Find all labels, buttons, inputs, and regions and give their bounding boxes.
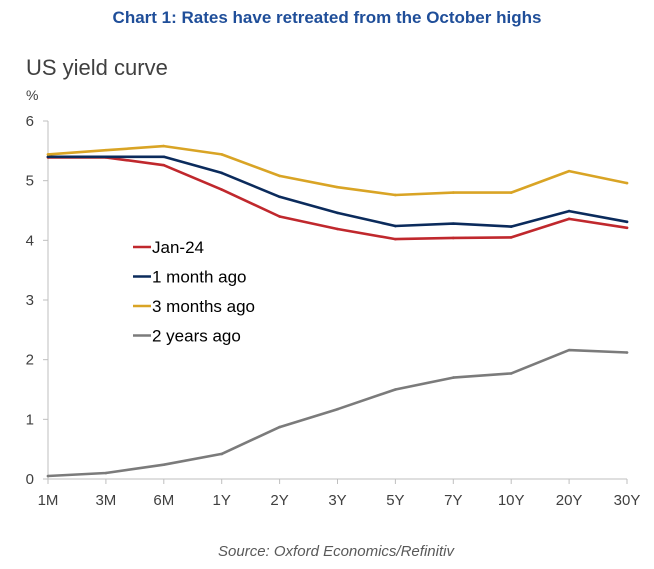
legend-label: 3 months ago (152, 297, 255, 316)
series-2-point (394, 193, 397, 197)
series-3-point (278, 425, 281, 429)
x-tick-label: 6M (153, 492, 174, 509)
series-line-0 (46, 156, 629, 241)
series-group (46, 144, 629, 478)
series-0-point (336, 227, 339, 231)
y-tick-label: 4 (26, 232, 34, 249)
axes: 0 1 2 3 4 5 6 1M 3M 6M 1Y 2Y 3Y 5Y 7Y 10Y 20Y 30Y (26, 113, 641, 509)
y-tick-label: 5 (26, 173, 34, 190)
series-3-point (625, 351, 629, 354)
series-2-point (452, 191, 455, 194)
chart-subtitle: US yield curve (26, 55, 168, 80)
x-tick-label: 1Y (213, 492, 231, 509)
legend-label: 1 month ago (152, 268, 247, 287)
series-3-point (46, 474, 50, 478)
series-1-point (278, 195, 281, 199)
y-tick-label: 3 (26, 292, 34, 309)
x-tick-label: 3Y (328, 492, 346, 509)
x-tick-label: 20Y (556, 492, 583, 509)
series-3-point (509, 372, 513, 375)
x-tick-label: 7Y (444, 492, 462, 509)
x-tick-label: 2Y (270, 492, 288, 509)
series-0-point (162, 163, 166, 167)
x-tick-label: 5Y (386, 492, 404, 509)
series-1-point (104, 155, 108, 159)
series-0-point (278, 215, 281, 218)
series-3-point (336, 407, 339, 411)
series-2-point (509, 191, 513, 194)
y-tick-label: 6 (26, 113, 34, 130)
y-tick-label: 2 (26, 352, 34, 369)
legend-label: 2 years ago (152, 327, 241, 346)
series-2-point (220, 153, 223, 156)
series-1-point (509, 225, 513, 228)
x-tick-label: 30Y (614, 492, 641, 509)
series-2-point (162, 144, 166, 148)
series-3-point (104, 471, 108, 475)
series-2-point (104, 148, 108, 152)
y-tick-label: 0 (26, 471, 34, 488)
series-3-point (162, 463, 166, 466)
series-line-1 (46, 155, 629, 228)
x-tick-label: 10Y (498, 492, 525, 509)
series-2-point (46, 153, 50, 156)
series-3-point (220, 452, 223, 456)
series-1-point (625, 220, 629, 224)
series-1-point (336, 211, 339, 215)
series-2-point (278, 174, 281, 178)
x-tick-label: 3M (95, 492, 116, 509)
series-0-point (394, 237, 397, 241)
series-3-point (452, 376, 455, 379)
series-0-point (452, 236, 455, 240)
legend-label: Jan-24 (152, 238, 204, 257)
series-0-point (220, 188, 223, 191)
source-note: Source: Oxford Economics/Refinitiv (218, 543, 455, 560)
series-0-point (567, 217, 571, 221)
series-2-point (625, 181, 629, 185)
series-1-point (220, 171, 223, 175)
x-tick-label: 1M (38, 492, 59, 509)
series-3-point (394, 388, 397, 391)
chart-title: Chart 1: Rates have retreated from the O… (113, 8, 542, 27)
y-tick-label: 1 (26, 411, 34, 428)
series-0-point (625, 226, 629, 230)
series-1-point (46, 155, 50, 159)
series-2-point (336, 185, 339, 189)
series-2-point (567, 169, 571, 173)
legend: Jan-24 1 month ago 3 months ago 2 years ago (133, 238, 255, 346)
series-1-point (162, 155, 166, 159)
series-3-point (567, 348, 571, 352)
series-1-point (567, 209, 571, 213)
series-1-point (394, 224, 397, 228)
y-unit-label: % (26, 87, 38, 103)
series-1-point (452, 222, 455, 225)
series-0-point (509, 236, 513, 239)
series-line-3 (46, 348, 629, 478)
